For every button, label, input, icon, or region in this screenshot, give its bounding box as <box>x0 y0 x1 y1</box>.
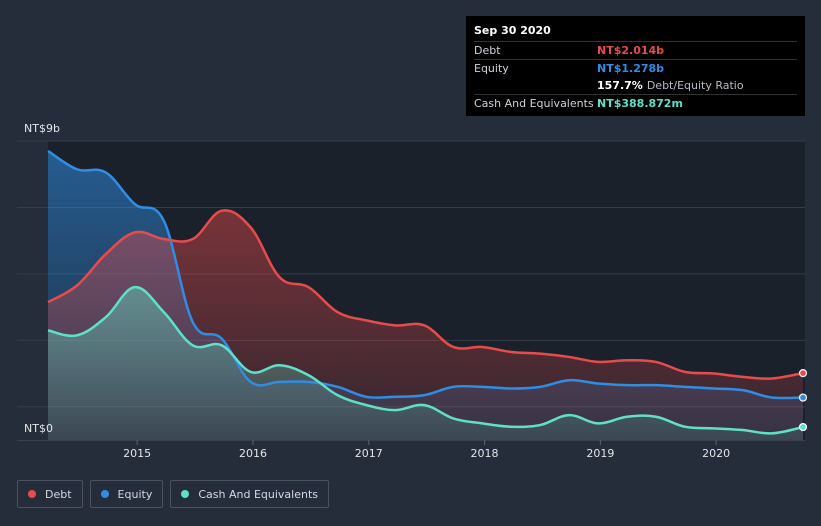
end-point-equity[interactable] <box>798 393 808 402</box>
y-axis-top-label: NT$9b <box>24 122 60 135</box>
x-tick-label: 2015 <box>123 447 151 460</box>
tooltip-panel: Sep 30 2020 Debt NT$2.014b Equity NT$1.2… <box>466 16 805 116</box>
legend-label: Cash And Equivalents <box>198 487 318 501</box>
line-debt <box>47 209 804 380</box>
tooltip-value: NT$388.872m <box>597 97 683 110</box>
tooltip-note: Debt/Equity Ratio <box>646 79 744 92</box>
tooltip-date: Sep 30 2020 <box>474 24 551 37</box>
tooltip-row-debt: Debt NT$2.014b <box>474 41 797 59</box>
legend-dot-icon <box>28 490 36 498</box>
x-tick-label: 2018 <box>471 447 499 460</box>
tooltip-row-cash: Cash And Equivalents NT$388.872m <box>474 94 797 112</box>
tooltip-value: 157.7% <box>597 79 643 92</box>
area-cash-and-equivalents <box>48 287 803 440</box>
tooltip-row-equity: Equity NT$1.278b <box>474 59 797 77</box>
y-axis-bottom-label: NT$0 <box>24 422 53 435</box>
tooltip-value: NT$2.014b <box>597 44 665 57</box>
end-point-cash-and-equivalents[interactable] <box>798 422 808 432</box>
legend-item-debt[interactable]: Debt <box>17 480 83 508</box>
legend-item-cash[interactable]: Cash And Equivalents <box>170 480 329 508</box>
chart-legend: Debt Equity Cash And Equivalents <box>17 480 336 508</box>
tooltip-value: NT$1.278b <box>597 62 665 75</box>
x-tick-label: 2016 <box>239 447 267 460</box>
legend-dot-icon <box>181 490 190 498</box>
tooltip-row-ratio: 157.7% Debt/Equity Ratio <box>474 77 797 94</box>
legend-dot-icon <box>100 490 109 498</box>
line-equity <box>47 149 804 400</box>
tooltip-label: Cash And Equivalents <box>474 97 594 110</box>
tooltip-label: Equity <box>474 62 509 75</box>
x-tick-label: 2017 <box>355 447 383 460</box>
x-tick-label: 2019 <box>586 447 614 460</box>
line-cash-and-equivalents <box>47 285 804 435</box>
tooltip-label: Debt <box>474 44 501 57</box>
x-tick-label: 2020 <box>702 447 730 460</box>
legend-label: Debt <box>45 487 72 501</box>
end-point-debt[interactable] <box>798 368 808 378</box>
legend-item-equity[interactable]: Equity <box>89 480 164 508</box>
legend-label: Equity <box>117 487 153 501</box>
